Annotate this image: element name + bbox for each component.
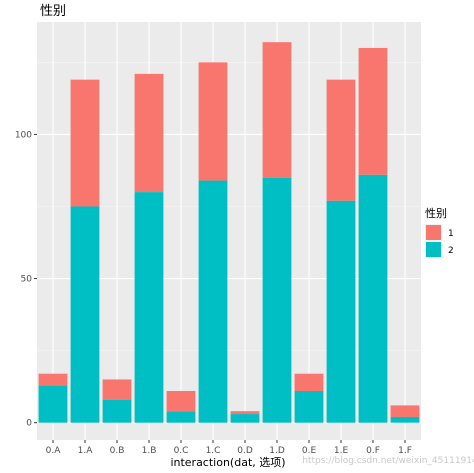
chart-title: 性别 bbox=[40, 4, 66, 19]
bar-segment bbox=[230, 411, 260, 415]
bar-segment bbox=[166, 390, 196, 412]
bar-segment bbox=[326, 79, 356, 201]
x-tick-label: 1.F bbox=[398, 446, 412, 456]
y-axis-ticks: 0 50 100 bbox=[15, 130, 37, 429]
x-tick-label: 0.C bbox=[174, 446, 189, 456]
legend-label: 2 bbox=[448, 246, 454, 256]
x-axis-ticks: 0.A 1.A 0.B 1.B 0.C 1.C 0.D 1.D 0.E 1.E 0.F 1.F bbox=[46, 440, 412, 456]
x-tick-label: 0.F bbox=[366, 446, 380, 456]
bar-segment bbox=[390, 405, 420, 417]
legend: 性别 1 2 bbox=[425, 206, 454, 258]
legend-swatch bbox=[426, 242, 441, 257]
x-tick-label: 0.E bbox=[302, 446, 317, 456]
y-tick-label: 0 bbox=[26, 419, 32, 429]
x-tick-label: 0.B bbox=[110, 446, 125, 456]
y-tick-label: 50 bbox=[21, 275, 33, 285]
x-axis-title: interaction(dat, 选项) bbox=[170, 456, 285, 469]
bar-segment bbox=[230, 414, 260, 423]
plot-panel bbox=[37, 22, 421, 440]
bar-segment bbox=[262, 177, 292, 423]
bars bbox=[38, 42, 420, 423]
y-tick-label: 100 bbox=[15, 130, 32, 140]
bar-segment bbox=[102, 399, 132, 423]
x-tick-label: 0.D bbox=[237, 446, 253, 456]
x-tick-label: 1.A bbox=[78, 446, 94, 456]
bar-segment bbox=[134, 192, 164, 423]
legend-title: 性别 bbox=[425, 206, 447, 220]
x-tick-label: 1.D bbox=[269, 446, 285, 456]
bar-segment bbox=[294, 373, 324, 391]
x-tick-label: 1.E bbox=[334, 446, 349, 456]
bar-segment bbox=[390, 416, 420, 423]
legend-label: 1 bbox=[448, 229, 454, 239]
x-tick-label: 1.C bbox=[206, 446, 221, 456]
bar-segment bbox=[294, 390, 324, 423]
x-tick-label: 0.A bbox=[46, 446, 62, 456]
bar-segment bbox=[38, 385, 68, 423]
bar-segment bbox=[166, 411, 196, 423]
bar-segment bbox=[358, 47, 388, 175]
x-tick-label: 1.B bbox=[142, 446, 157, 456]
bar-segment bbox=[262, 42, 292, 178]
bar-segment bbox=[70, 79, 100, 207]
watermark: https://blog.csdn.net/weixin_45111914 bbox=[302, 456, 474, 466]
bar-segment bbox=[70, 206, 100, 423]
bar-segment bbox=[198, 180, 228, 423]
bar-segment bbox=[198, 62, 228, 181]
legend-swatch bbox=[426, 225, 441, 240]
bar-segment bbox=[358, 174, 388, 423]
bar-segment bbox=[102, 379, 132, 400]
bar-segment bbox=[38, 373, 68, 386]
bar-segment bbox=[134, 73, 164, 193]
bar-segment bbox=[326, 200, 356, 423]
